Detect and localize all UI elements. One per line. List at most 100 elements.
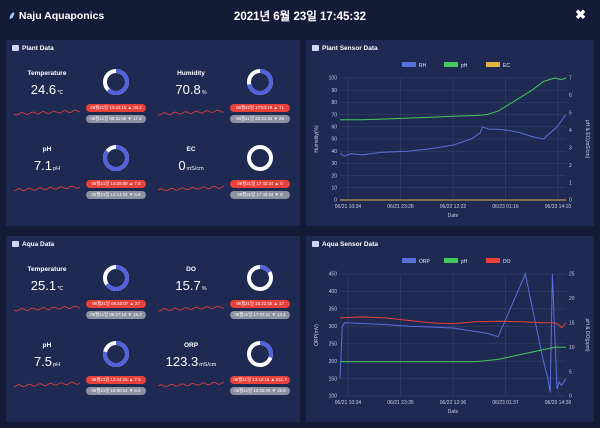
series-line xyxy=(339,114,567,157)
y-left-tick: 250 xyxy=(329,341,338,347)
sensor-value-number: 123.3 xyxy=(165,354,199,369)
sensor-unit: ℃ xyxy=(57,90,64,96)
y-left-tick: 20 xyxy=(331,173,337,179)
x-axis-label: Date xyxy=(448,409,459,415)
x-tick: 06/22 12:22 xyxy=(440,204,467,210)
ring-gauge xyxy=(247,69,273,95)
y-left-tick: 300 xyxy=(329,324,338,330)
ring-fill xyxy=(103,341,129,367)
panel-icon xyxy=(12,241,19,247)
brand: ⸙ Naju Aquaponics xyxy=(8,9,104,23)
x-tick: 06/21 23:28 xyxy=(387,204,414,210)
aqua-sensor-card: DO 15.7% 06월21일 16:22:45 ▲ 17 06월21일 17:03:… xyxy=(156,264,300,342)
legend-swatch xyxy=(444,62,458,67)
y-right-tick: 5 xyxy=(569,111,572,117)
brand-name: Naju Aquaponics xyxy=(18,10,105,22)
max-pill: 06월21일 13:14:16 ▲ 511.7 xyxy=(230,376,290,384)
y-left-axis-label: ORP(mV) xyxy=(314,324,320,346)
ring-fill xyxy=(103,265,129,291)
legend-swatch xyxy=(486,62,500,67)
sparkline-line xyxy=(13,185,81,192)
max-pill: 06월21일 14:08:09 ▲ 7.8 xyxy=(86,180,146,188)
ring-gauge xyxy=(103,145,129,171)
sensor-label: Temperature xyxy=(27,266,67,273)
sensor-label: ORP xyxy=(183,342,199,349)
sparkline-line xyxy=(157,109,225,116)
sparkline xyxy=(13,185,81,192)
y-right-tick: 2 xyxy=(569,163,572,169)
series-line xyxy=(340,346,566,363)
max-pill: 06월21일 09:40:07 ▲ 27 xyxy=(86,300,146,308)
y-right-tick: 0 xyxy=(569,394,572,400)
sparkline-line xyxy=(157,185,225,192)
ring-fill xyxy=(247,265,273,291)
sparkline xyxy=(157,305,225,312)
x-tick: 06/23 01:16 xyxy=(492,204,519,210)
x-axis-label: Date xyxy=(448,213,459,219)
y-left-tick: 80 xyxy=(331,100,337,106)
x-tick: 06/21 23:35 xyxy=(387,400,414,406)
plant-sensor-card: EC 0mS/cm 06월21일 17:43:24 ▲ 0 06월21일 17:43:… xyxy=(156,144,300,222)
max-pill: 06월22일 17:53:19 ▲ 71 xyxy=(230,104,290,112)
y-right-tick: 15 xyxy=(569,321,575,327)
sparkline xyxy=(13,305,81,312)
x-tick: 06/23 01:37 xyxy=(492,400,519,406)
ring-fill xyxy=(247,69,273,95)
plant-data-title: Plant Data xyxy=(12,45,54,52)
ring-gauge xyxy=(103,341,129,367)
y-left-tick: 60 xyxy=(331,125,337,131)
x-tick: 06/23 14:10 xyxy=(545,204,572,210)
aqua-sensor-chart: ORP pH DO 100 150 200 250 300 350 400 450 0 5 10 15 20 2… xyxy=(314,258,590,415)
min-pill: 06월21일 19:50:14 ▼ 5.9 xyxy=(86,387,146,395)
min-pill: 06월21일 13:40:28 ▼ 22.8 xyxy=(230,387,290,395)
plant-sensor-chart: RH pH EC 0 10 20 30 40 50 60 70 80 90 100 0 1 2 3 4 5 6 7 06/2… xyxy=(314,62,590,219)
legend-label: ORP xyxy=(419,259,431,265)
aqua-sensor-card: ORP 123.3mS/cm 06월21일 13:14:16 ▲ 511.7 06월2… xyxy=(156,340,300,418)
y-left-tick: 10 xyxy=(331,186,337,192)
sensor-value-number: 24.6 xyxy=(30,82,57,97)
aqua-sensor-card: pH 7.5pH 06월21일 12:44:15 ▲ 7.5 06월21일 19:50… xyxy=(12,340,156,418)
sparkline xyxy=(13,109,81,116)
y-right-tick: 10 xyxy=(569,345,575,351)
sensor-value-number: 15.7 xyxy=(175,278,201,293)
y-right-tick: 20 xyxy=(569,296,575,302)
legend-swatch xyxy=(402,258,416,263)
y-left-tick: 100 xyxy=(329,394,338,400)
leaf-icon: ⸙ xyxy=(8,10,16,22)
y-left-tick: 50 xyxy=(331,137,337,143)
sensor-label: Humidity xyxy=(177,70,205,77)
panel-icon xyxy=(12,45,19,51)
sensor-unit: pH xyxy=(53,362,61,368)
aqua-data-title: Aqua Data xyxy=(12,241,54,248)
sensor-value: 15.7% xyxy=(156,278,226,293)
sparkline xyxy=(157,381,225,388)
plant-sensor-panel: Plant Sensor Data RH pH EC 0 10 20 30 40 50 60 70 8… xyxy=(306,40,594,226)
y-left-tick: 150 xyxy=(329,376,338,382)
close-icon[interactable]: ✖ xyxy=(575,7,586,22)
current-datetime: 2021년 6월 23일 17:45:32 xyxy=(233,11,367,23)
sensor-unit: % xyxy=(201,90,207,96)
ring-fill xyxy=(103,69,129,95)
plant-data-panel: Plant Data Temperature 24.6℃ 06월21일 13:43:… xyxy=(6,40,300,226)
sensor-value-number: 0 xyxy=(178,158,186,173)
max-pill: 06월21일 16:22:45 ▲ 17 xyxy=(230,300,290,308)
sparkline-line xyxy=(157,305,225,312)
sparkline-line xyxy=(157,381,225,388)
y-right-tick: 4 xyxy=(569,128,572,134)
plant-sensor-card: pH 7.1pH 06월21일 14:08:09 ▲ 7.8 06월21일 12:14… xyxy=(12,144,156,222)
y-right-tick: 3 xyxy=(569,145,572,151)
panel-icon xyxy=(312,45,319,51)
y-left-tick: 200 xyxy=(329,359,338,365)
y-right-tick: 1 xyxy=(569,180,572,186)
min-pill: 06월21일 17:43:24 ▼ 0 xyxy=(230,191,290,199)
sensor-value: 70.8% xyxy=(156,82,226,97)
x-tick: 06/21 10:34 xyxy=(335,204,362,210)
sensor-value: 24.6℃ xyxy=(12,82,82,97)
ring-track xyxy=(247,145,273,171)
y-left-tick: 30 xyxy=(331,161,337,167)
y-right-tick: 7 xyxy=(569,76,572,82)
sensor-value-number: 25.1 xyxy=(30,278,57,293)
legend-swatch xyxy=(444,258,458,263)
y-right-tick: 25 xyxy=(569,272,575,278)
y-right-tick: 0 xyxy=(569,198,572,204)
